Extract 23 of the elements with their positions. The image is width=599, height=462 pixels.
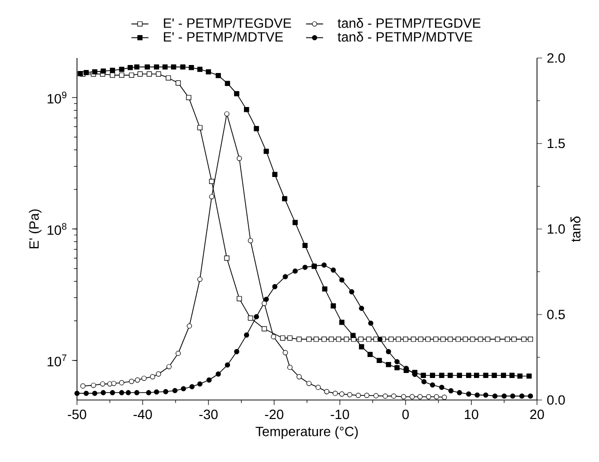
y2-tick-label: 0.0 [547, 395, 565, 405]
y2-axis-title: tanδ [570, 216, 580, 242]
y2-tick-label: 2.0 [547, 53, 565, 63]
x-tick-label: 20 [530, 410, 544, 420]
y-tick-label: 10$^{8}$ [48, 223, 66, 235]
legend-label: E' - PETMP/MDTVE [164, 32, 283, 42]
x-tick-label: -10 [330, 410, 350, 420]
y-axis-title: E' (Pa) [28, 209, 42, 248]
x-tick-label: 0 [402, 410, 409, 420]
y2-tick-label: 0.5 [547, 310, 565, 320]
y-tick-label: 10$^{7}$ [48, 354, 66, 366]
y2-tick-label: 1.5 [548, 138, 565, 148]
x-tick-label: 10 [464, 410, 478, 420]
legend-label: tanδ - PETMP/TEGDVE [338, 18, 480, 28]
x-tick-label: -40 [134, 410, 152, 420]
legend-label: tanδ - PETMP/MDTVE [338, 32, 472, 42]
x-axis-title: Temperature (°C) [256, 426, 358, 439]
legend-label: E' - PETMP/TEGDVE [164, 18, 292, 28]
y-tick-label: 10$^{9}$ [48, 92, 66, 104]
x-tick-label: -50 [68, 410, 86, 420]
y2-tick-label: 1.0 [548, 224, 565, 234]
x-tick-label: -30 [199, 410, 218, 420]
x-tick-label: -20 [265, 410, 284, 420]
